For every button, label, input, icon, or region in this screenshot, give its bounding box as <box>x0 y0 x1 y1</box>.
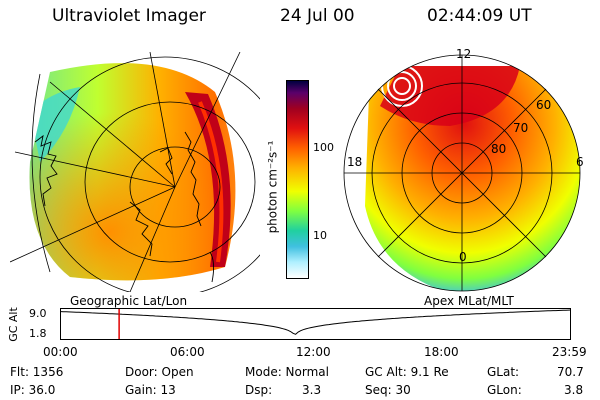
colorbar-unit-label: photon cm⁻²s⁻¹ <box>265 140 280 234</box>
mlt-label-0: 0 <box>459 250 467 264</box>
mlt-label-6: 6 <box>576 155 584 169</box>
colorbar <box>286 80 309 279</box>
glat-value: 70.7 <box>557 365 584 379</box>
colorbar-tick-100: 100 <box>313 141 334 154</box>
mlt-label-18: 18 <box>347 155 363 169</box>
dsp-label: Dsp: <box>245 383 273 397</box>
geographic-map <box>10 52 260 292</box>
date-label: 24 Jul 00 <box>280 6 355 26</box>
mlat-mlt-grid <box>343 54 581 292</box>
glon-label: GLon: <box>487 383 522 397</box>
time-tick-2359: 23:59 <box>552 345 587 359</box>
left-map-caption: Geographic Lat/Lon <box>70 294 188 308</box>
mode-value: Mode: Normal <box>245 365 329 379</box>
altitude-axis-label: GC Alt <box>6 307 20 342</box>
aurora-image-left <box>29 63 236 281</box>
dsp-value: 3.3 <box>302 383 322 397</box>
glat-label: GLat: <box>487 365 520 379</box>
glon-value: 3.8 <box>564 383 584 397</box>
gain-value: Gain: 13 <box>125 383 176 397</box>
instrument-title: Ultraviolet Imager <box>52 6 206 26</box>
lat-lon-grid <box>10 52 260 292</box>
gc-altitude: GC Alt: 9.1 Re <box>365 365 449 379</box>
altitude-plot <box>60 308 572 340</box>
time-tick-0600: 06:00 <box>170 345 205 359</box>
time-tick-0000: 00:00 <box>43 345 78 359</box>
mlat-label-60: 60 <box>536 98 552 112</box>
door-status: Door: Open <box>125 365 194 379</box>
flight-number: Flt: 1356 <box>10 365 64 379</box>
coastlines <box>34 131 215 283</box>
altitude-tick-1-8: 1.8 <box>29 327 47 340</box>
mlt-label-12: 12 <box>456 47 472 61</box>
altitude-tick-9: 9.0 <box>29 307 47 320</box>
time-tick-1800: 18:00 <box>424 345 459 359</box>
right-map-caption: Apex MLat/MLT <box>424 294 514 308</box>
mlat-label-70: 70 <box>513 121 529 135</box>
sequence-number: Seq: 30 <box>365 383 411 397</box>
apex-polar-map <box>343 54 581 292</box>
time-label: 02:44:09 UT <box>427 6 532 26</box>
mlat-label-80: 80 <box>491 142 507 156</box>
altitude-curve <box>60 309 572 335</box>
time-tick-1200: 12:00 <box>296 345 331 359</box>
colorbar-tick-10: 10 <box>313 229 327 242</box>
ip-value: IP: 36.0 <box>10 383 56 397</box>
